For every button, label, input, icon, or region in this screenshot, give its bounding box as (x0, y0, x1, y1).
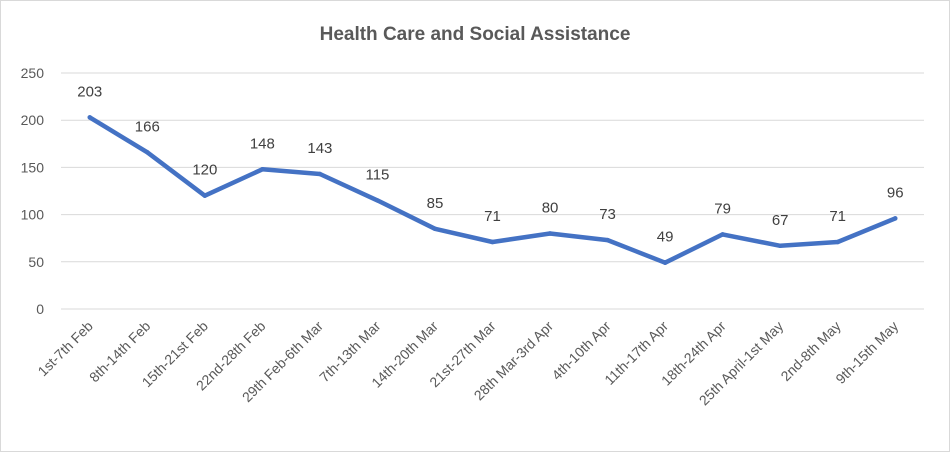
data-label: 143 (307, 140, 332, 157)
data-label: 80 (542, 199, 559, 216)
data-label: 73 (599, 206, 616, 223)
data-label: 71 (484, 208, 501, 225)
data-point (605, 237, 610, 243)
data-point (432, 226, 438, 232)
series-layer (87, 115, 898, 265)
data-point (720, 232, 725, 237)
y-axis-ticks: 0 50 100 150 200 250 (21, 65, 45, 317)
data-point (375, 198, 380, 203)
data-point (490, 239, 495, 245)
data-label: 166 (135, 118, 160, 135)
data-point (260, 167, 265, 172)
data-labels: 203 166 120 148 143 115 85 71 80 73 49 79 67 71 96 (77, 83, 903, 245)
data-point (777, 243, 783, 249)
y-tick-label: 0 (36, 301, 44, 317)
data-label: 120 (192, 162, 217, 179)
data-point (317, 171, 323, 177)
data-label: 71 (829, 208, 846, 225)
y-tick-label: 250 (21, 65, 45, 81)
data-point (892, 216, 898, 221)
y-tick-label: 200 (21, 112, 45, 128)
data-label: 85 (427, 195, 444, 212)
data-label: 79 (714, 200, 731, 217)
data-point (202, 193, 208, 198)
chart-title: Health Care and Social Assistance (320, 24, 631, 45)
data-point (145, 150, 150, 155)
gridlines (61, 72, 924, 310)
data-label: 115 (365, 166, 389, 183)
data-label: 67 (772, 212, 789, 229)
data-point (547, 231, 553, 236)
data-point (87, 115, 93, 120)
data-label: 49 (657, 229, 674, 246)
data-point (835, 239, 840, 245)
data-label: 96 (887, 184, 904, 201)
data-label: 148 (250, 135, 275, 152)
y-tick-label: 100 (21, 207, 45, 223)
data-label: 203 (77, 83, 102, 100)
x-tick-label: 1st-7th Feb (34, 318, 96, 380)
y-tick-label: 150 (21, 159, 45, 175)
y-tick-label: 50 (28, 254, 44, 270)
data-point (662, 260, 668, 265)
